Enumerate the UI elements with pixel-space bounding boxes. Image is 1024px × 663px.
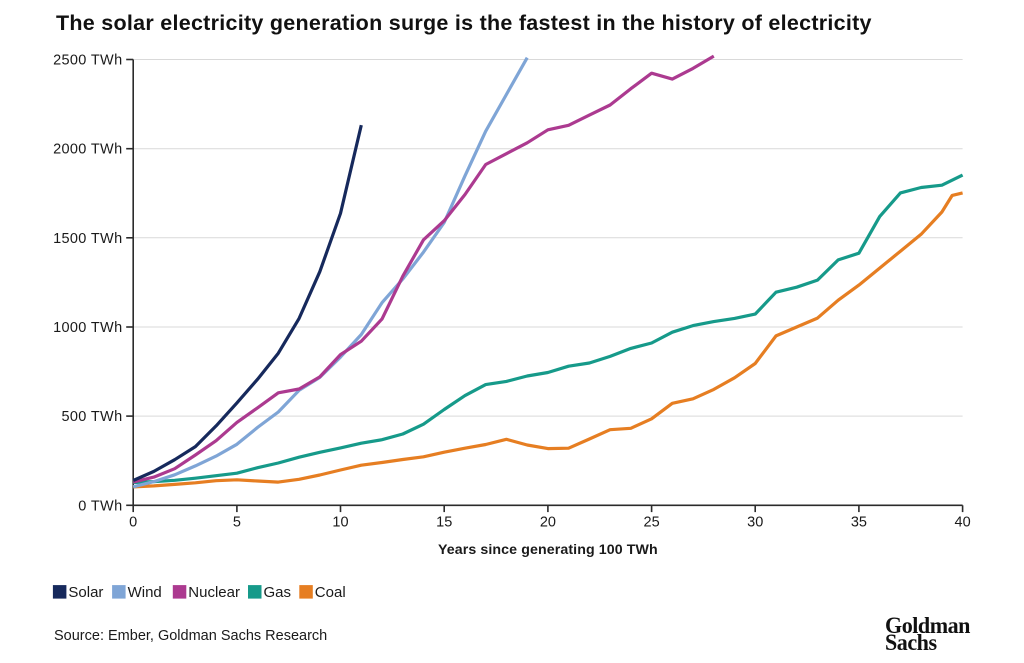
svg-text:500 TWh: 500 TWh [61,409,122,425]
svg-text:0 TWh: 0 TWh [78,498,122,514]
svg-text:1000 TWh: 1000 TWh [53,320,122,336]
svg-text:Years since generating 100 TWh: Years since generating 100 TWh [438,542,658,558]
svg-text:0: 0 [129,515,137,531]
svg-text:Nuclear: Nuclear [188,584,240,601]
svg-text:5: 5 [233,515,241,531]
svg-text:10: 10 [332,515,348,531]
svg-text:Gas: Gas [264,584,292,601]
svg-text:15: 15 [436,515,452,531]
svg-text:25: 25 [644,515,660,531]
svg-text:30: 30 [747,515,763,531]
svg-text:Solar: Solar [68,584,103,601]
svg-text:40: 40 [955,515,971,531]
svg-text:2500 TWh: 2500 TWh [53,53,122,69]
svg-text:1500 TWh: 1500 TWh [53,231,122,247]
svg-text:35: 35 [851,515,867,531]
svg-text:Wind: Wind [128,584,162,601]
svg-text:2000 TWh: 2000 TWh [53,142,122,158]
svg-text:Coal: Coal [315,584,346,601]
svg-text:20: 20 [540,515,556,531]
svg-text:Source: Ember, Goldman Sachs R: Source: Ember, Goldman Sachs Research [54,628,327,644]
